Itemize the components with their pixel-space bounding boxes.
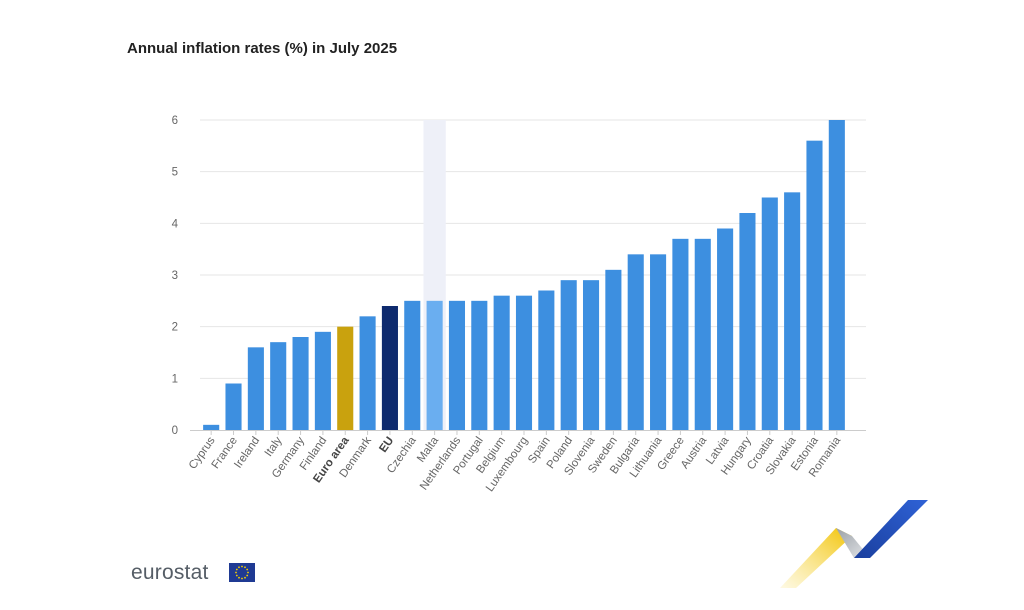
bar-poland[interactable]	[560, 280, 577, 430]
flag-star	[246, 574, 249, 577]
flag-star	[246, 568, 249, 571]
bar-portugal[interactable]	[471, 300, 488, 430]
bar-ireland[interactable]	[247, 347, 264, 430]
bar-denmark[interactable]	[359, 316, 376, 430]
bar-finland[interactable]	[314, 331, 331, 430]
flag-star	[235, 568, 238, 571]
bar-latvia[interactable]	[717, 228, 734, 431]
bar-bulgaria[interactable]	[627, 254, 644, 430]
bar-lithuania[interactable]	[650, 254, 667, 430]
flag-star	[241, 565, 243, 568]
y-tick-label: 1	[172, 373, 178, 385]
bar-netherlands[interactable]	[448, 300, 466, 430]
bar-malta[interactable]	[426, 300, 443, 430]
eu-flag-icon	[229, 563, 255, 582]
bars	[203, 120, 845, 430]
flag-star	[244, 576, 246, 579]
bar-spain[interactable]	[538, 290, 555, 431]
bar-slovenia[interactable]	[582, 280, 600, 430]
chart-title: Annual inflation rates (%) in July 2025	[127, 40, 398, 57]
bar-france[interactable]	[225, 383, 242, 431]
y-tick-label: 6	[172, 115, 178, 127]
category-label: Italy	[263, 435, 285, 459]
axes	[190, 430, 866, 435]
flag-star	[247, 571, 249, 574]
flag-star	[244, 566, 246, 569]
bar-greece[interactable]	[672, 238, 689, 430]
bar-eu[interactable]	[381, 306, 398, 430]
bar-germany[interactable]	[292, 337, 309, 430]
flag-star	[241, 577, 243, 580]
bar-sweden[interactable]	[605, 269, 622, 430]
bar-hungary[interactable]	[739, 213, 756, 430]
bar-estonia[interactable]	[806, 140, 823, 430]
eurostat-swoosh-icon	[780, 500, 928, 588]
flag-star	[238, 566, 240, 569]
y-tick-label: 2	[172, 322, 178, 334]
y-tick-label: 0	[172, 425, 178, 437]
bar-slovakia[interactable]	[784, 192, 801, 430]
category-label: EU	[377, 435, 396, 455]
bar-romania[interactable]	[828, 120, 845, 430]
bar-czechia[interactable]	[404, 300, 421, 430]
bar-belgium[interactable]	[493, 295, 510, 430]
y-tick-labels: 0 1 2 3 4 5 6	[172, 115, 179, 437]
eurostat-logo: eurostat	[131, 561, 209, 584]
flag-star	[235, 571, 237, 574]
bar-croatia[interactable]	[761, 197, 778, 431]
bar-luxembourg[interactable]	[515, 295, 533, 430]
flag-star	[235, 574, 238, 577]
bar-austria[interactable]	[694, 238, 711, 430]
y-tick-label: 4	[172, 218, 179, 230]
bar-cyprus[interactable]	[203, 424, 220, 430]
y-tick-label: 3	[172, 270, 178, 282]
y-tick-label: 5	[172, 167, 178, 179]
bar-italy[interactable]	[270, 342, 287, 430]
bar-euro-area[interactable]	[337, 326, 354, 430]
flag-star	[238, 576, 240, 579]
